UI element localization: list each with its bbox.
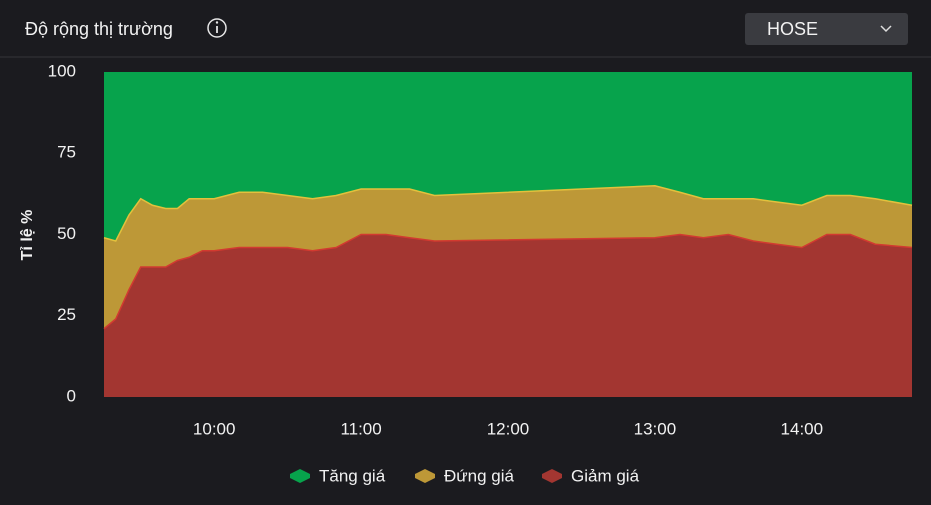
- x-tick-label: 12:00: [487, 419, 530, 438]
- x-tick-label: 13:00: [634, 419, 677, 438]
- y-axis-label: Tỉ lệ %: [19, 210, 36, 261]
- legend-item[interactable]: Đứng giá: [415, 466, 515, 485]
- legend-item[interactable]: Tăng giá: [290, 466, 386, 485]
- area: [104, 234, 912, 397]
- x-tick-label: 14:00: [781, 419, 824, 438]
- y-tick-label: 50: [57, 224, 76, 243]
- area-edge: [103, 233, 913, 330]
- y-tick-label: 0: [67, 386, 76, 405]
- x-tick-label: 10:00: [193, 419, 236, 438]
- y-tick-label: 75: [57, 143, 76, 162]
- legend-label: Giảm giá: [571, 466, 640, 485]
- area: [104, 185, 912, 329]
- widget-title: Độ rộng thị trường: [25, 19, 173, 39]
- exchange-dropdown[interactable]: HOSE: [745, 13, 908, 45]
- legend-icon: [290, 469, 310, 483]
- y-tick-label: 25: [57, 305, 76, 324]
- legend-label: Đứng giá: [444, 466, 515, 485]
- area-edge: [103, 184, 913, 242]
- legend-icon: [542, 469, 562, 483]
- x-tick-label: 11:00: [340, 419, 381, 438]
- info-icon[interactable]: [207, 18, 227, 38]
- legend-icon: [415, 469, 435, 483]
- legend-item[interactable]: Giảm giá: [542, 466, 640, 485]
- y-tick-label: 100: [48, 61, 76, 80]
- legend-label: Tăng giá: [319, 466, 386, 485]
- dropdown-value: HOSE: [767, 19, 818, 39]
